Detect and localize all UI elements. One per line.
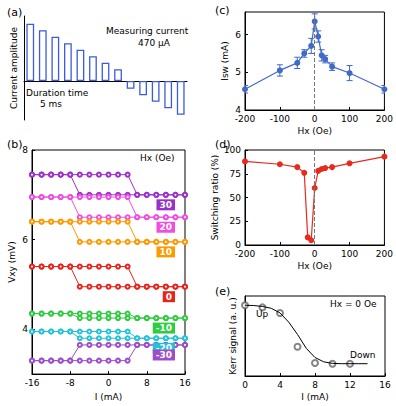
svg-text:0: 0	[235, 240, 241, 250]
svg-text:Duration time: Duration time	[26, 88, 89, 98]
svg-text:Vxy (mV): Vxy (mV)	[7, 241, 17, 283]
svg-text:Hx (Oe): Hx (Oe)	[297, 261, 332, 271]
svg-text:6: 6	[22, 235, 28, 245]
svg-text:16: 16	[379, 380, 391, 390]
svg-text:Down: Down	[350, 350, 376, 360]
svg-text:470 μA: 470 μA	[138, 38, 171, 48]
svg-text:4: 4	[22, 324, 28, 334]
svg-text:-8: -8	[66, 378, 75, 388]
svg-text:12: 12	[344, 380, 355, 390]
svg-text:-30: -30	[156, 350, 172, 360]
svg-text:-100: -100	[270, 114, 291, 124]
svg-text:100: 100	[223, 145, 241, 155]
svg-text:-200: -200	[235, 114, 256, 124]
svg-text:30: 30	[159, 200, 172, 210]
svg-text:25: 25	[230, 216, 241, 226]
svg-text:50: 50	[230, 193, 242, 203]
svg-text:10: 10	[159, 247, 172, 257]
svg-text:200: 200	[376, 114, 393, 124]
svg-text:(a): (a)	[7, 6, 22, 19]
svg-text:0: 0	[312, 114, 318, 124]
svg-text:4: 4	[235, 105, 241, 115]
svg-text:-20: -20	[155, 343, 172, 354]
svg-text:8: 8	[312, 380, 318, 390]
svg-text:8: 8	[22, 145, 28, 155]
svg-text:-10: -10	[156, 323, 172, 333]
svg-text:Switching ratio (%): Switching ratio (%)	[210, 155, 220, 241]
svg-text:(c): (c)	[215, 4, 230, 17]
svg-text:(d): (d)	[215, 138, 231, 151]
svg-text:(e): (e)	[215, 285, 230, 298]
svg-text:75: 75	[230, 169, 241, 179]
svg-text:0: 0	[166, 292, 172, 302]
svg-text:6: 6	[235, 30, 241, 40]
svg-text:5 ms: 5 ms	[40, 99, 62, 109]
svg-text:100: 100	[341, 114, 358, 124]
svg-text:Isw (mA): Isw (mA)	[220, 41, 230, 81]
svg-text:I (mA): I (mA)	[95, 392, 122, 402]
svg-text:0: 0	[312, 249, 318, 259]
svg-text:200: 200	[376, 249, 393, 259]
svg-text:Hx (Oe): Hx (Oe)	[297, 126, 332, 136]
svg-text:4: 4	[277, 380, 283, 390]
svg-text:8: 8	[144, 378, 150, 388]
svg-text:I (mA): I (mA)	[301, 392, 328, 402]
svg-text:16: 16	[179, 378, 191, 388]
svg-text:-100: -100	[270, 249, 291, 259]
svg-text:0: 0	[242, 380, 248, 390]
svg-text:(b): (b)	[7, 138, 23, 151]
svg-text:Measuring current: Measuring current	[106, 26, 189, 36]
svg-text:100: 100	[341, 249, 358, 259]
svg-text:Up: Up	[256, 309, 269, 319]
svg-text:Hx = 0 Oe: Hx = 0 Oe	[330, 299, 377, 309]
svg-text:Hx (Oe): Hx (Oe)	[140, 153, 175, 163]
svg-text:Kerr signal (a. u.): Kerr signal (a. u.)	[228, 297, 238, 374]
svg-text:5: 5	[235, 67, 241, 77]
svg-text:Current amplitude: Current amplitude	[9, 26, 19, 109]
svg-text:-200: -200	[235, 249, 256, 259]
svg-text:-16: -16	[25, 378, 40, 388]
svg-text:20: 20	[159, 222, 172, 232]
svg-text:0: 0	[106, 378, 112, 388]
